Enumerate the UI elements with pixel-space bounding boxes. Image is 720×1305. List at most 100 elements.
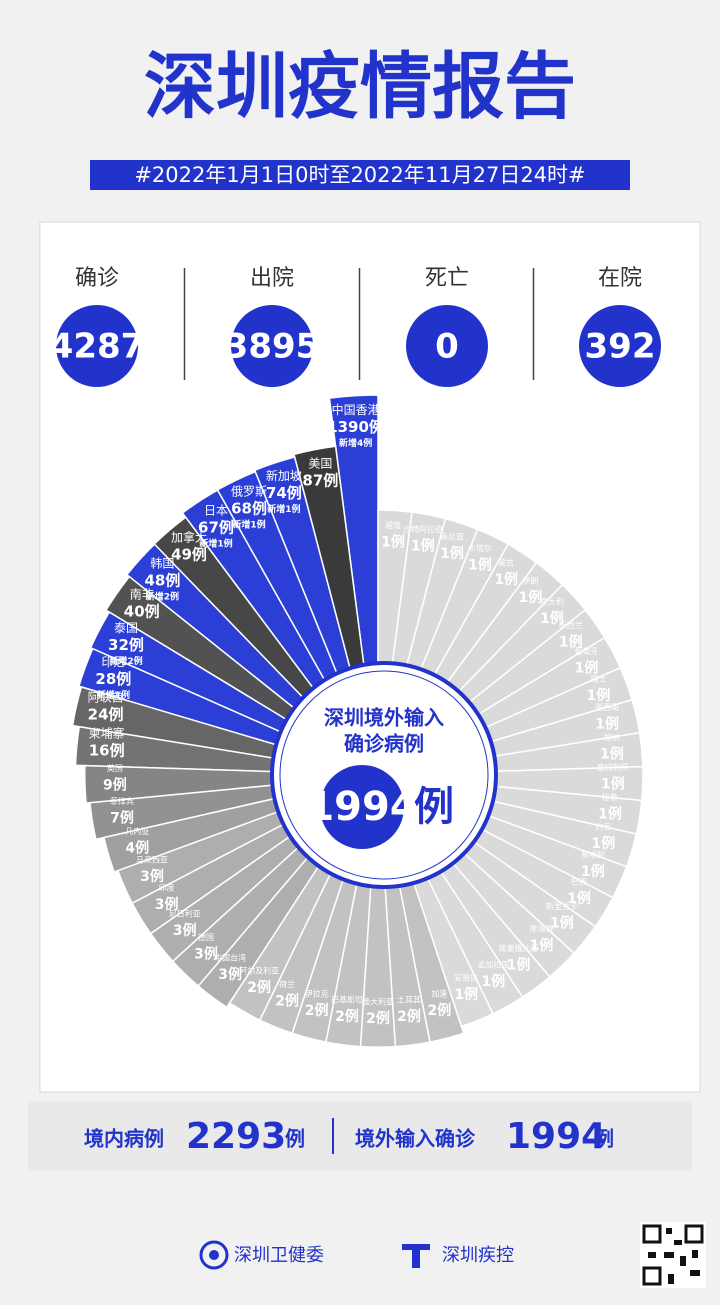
stat-label: 在院	[598, 266, 642, 291]
bar-value-label: 67例	[198, 519, 234, 537]
bar-value-label: 2例	[247, 979, 271, 996]
bar-category: 巴西	[571, 877, 587, 886]
bar-category: 印尼	[101, 655, 125, 669]
bar-value-label: 9例	[103, 776, 127, 793]
center-value-bg	[320, 765, 404, 849]
bar-category: 菲律宾	[110, 796, 134, 806]
bar-category: 马来西亚	[136, 856, 168, 865]
domestic-label: 境内病例	[84, 1127, 164, 1151]
bar-category: 新西兰	[559, 620, 583, 630]
bar-value-label: 2例	[275, 992, 299, 1009]
org1: 深圳卫健委	[234, 1245, 324, 1266]
bar-category: 加纳	[604, 732, 620, 742]
bar-value-label: 1390例	[327, 418, 384, 436]
bar-category: 韩国	[150, 556, 174, 571]
bar-value-label: 1例	[454, 986, 478, 1003]
bar-category: 泰国	[114, 621, 138, 635]
bar-value-label: 2例	[335, 1008, 359, 1025]
bar-new-label: 新增2例	[146, 591, 179, 603]
center-value: 1994	[306, 784, 417, 830]
bar-value-label: 1例	[559, 634, 583, 651]
bar-value-label: 3例	[173, 922, 197, 939]
bar-value-label: 1例	[411, 537, 435, 554]
bar-category: 阿联酋	[88, 689, 124, 704]
domestic-value: 2293	[186, 1116, 286, 1157]
bar-value-label: 2例	[305, 1002, 329, 1019]
bar-value-label: 4例	[125, 839, 149, 856]
bar-value-label: 3例	[194, 946, 218, 963]
bar-value-label: 1例	[567, 890, 591, 907]
bar-value-label: 2例	[397, 1008, 421, 1025]
bar-value-label: 1例	[481, 973, 505, 990]
bar-category: 埃塞俄比亚	[499, 943, 539, 953]
imported-value: 1994	[506, 1116, 606, 1157]
bar-value-label: 1例	[468, 556, 492, 573]
bar-category: 美国	[308, 457, 332, 471]
stat-value: 4287	[50, 327, 145, 367]
bar-category: 加拿大	[171, 529, 207, 544]
title: 深圳疫情报告	[144, 45, 576, 129]
bar-value-label: 68例	[231, 500, 267, 518]
radial-chart: 中国香港1390例新增4例美国87例新加坡74例新增1例俄罗斯68例新增1例日本…	[71, 394, 644, 1048]
bar-category: 蒙古	[498, 558, 514, 568]
bar-value-label: 1例	[381, 533, 405, 550]
bar-category: 新加坡	[266, 468, 302, 483]
bar-category: 卡塔尔	[468, 543, 492, 553]
subtitle-band	[90, 160, 630, 190]
bar-value-label: 1例	[540, 610, 564, 627]
bar-value-label: 2例	[428, 1002, 452, 1019]
bar-value-label: 3例	[218, 966, 242, 983]
qr-code	[640, 1222, 706, 1288]
bar-category: 柬埔寨	[89, 725, 125, 740]
bar-category: 越南	[385, 520, 401, 530]
center-line1: 深圳境外输入	[324, 706, 444, 730]
bar-value-label: 3例	[155, 896, 179, 913]
bar-new-label: 新增1例	[199, 538, 232, 550]
bar-category: 几内亚	[125, 826, 149, 836]
logo1-core	[209, 1250, 219, 1260]
bar-category: 巴基斯坦	[331, 995, 363, 1005]
bar-category: 瑞士	[591, 673, 607, 683]
stat-circle	[406, 305, 488, 387]
bar-category: 荷兰	[279, 979, 295, 989]
bar-value-label: 48例	[144, 572, 180, 590]
bar-category: 沙特阿拉伯	[403, 524, 443, 534]
subtitle: #2022年1月1日0时至2022年11月27日24时#	[134, 163, 585, 187]
bar-category: 墨西哥	[595, 703, 619, 712]
bar-category: 约旦	[595, 821, 611, 831]
bar-category: 斯里兰卡	[546, 901, 578, 911]
stat-label: 确诊	[75, 266, 119, 291]
bar-new-label: 新增1例	[232, 519, 265, 531]
stat-label: 出院	[250, 266, 294, 291]
domestic-unit: 例	[285, 1127, 305, 1151]
bar-category: 肯尼亚	[440, 531, 464, 541]
bar-category: 葡萄牙	[574, 646, 598, 656]
bar-category: 俄罗斯	[231, 485, 267, 499]
bar-category: 秘鲁	[602, 792, 618, 802]
bar-new-label: 新增1例	[267, 503, 300, 515]
bar-category: 安哥拉	[454, 972, 478, 982]
imported-label: 境外输入确诊	[355, 1127, 476, 1151]
bar-category: 意大利	[540, 597, 564, 607]
org2: 深圳疾控	[442, 1245, 514, 1266]
bar-category: 加蓬	[431, 989, 447, 999]
bar-category: 英国	[107, 763, 123, 773]
center-unit: 例	[414, 784, 454, 830]
bar-category: 奥地利	[581, 850, 605, 860]
stat-circle	[579, 305, 661, 387]
bar-value-label: 24例	[88, 705, 124, 723]
bar-new-label: 新增1例	[97, 689, 130, 701]
bar-category: 土耳其	[397, 995, 421, 1005]
bar-value-label: 1例	[530, 937, 554, 954]
bar-value-label: 1例	[598, 806, 622, 823]
stat-circle	[231, 305, 313, 387]
bar-category: 日本	[204, 504, 228, 518]
bar-value-label: 1例	[581, 863, 605, 880]
bar-value-label: 1例	[507, 956, 531, 973]
bar-category: 伊拉克	[305, 989, 329, 999]
stat-value: 392	[585, 327, 656, 367]
bar-category: 塞拉利昂	[597, 762, 629, 772]
bar-new-label: 新增2例	[109, 655, 142, 667]
